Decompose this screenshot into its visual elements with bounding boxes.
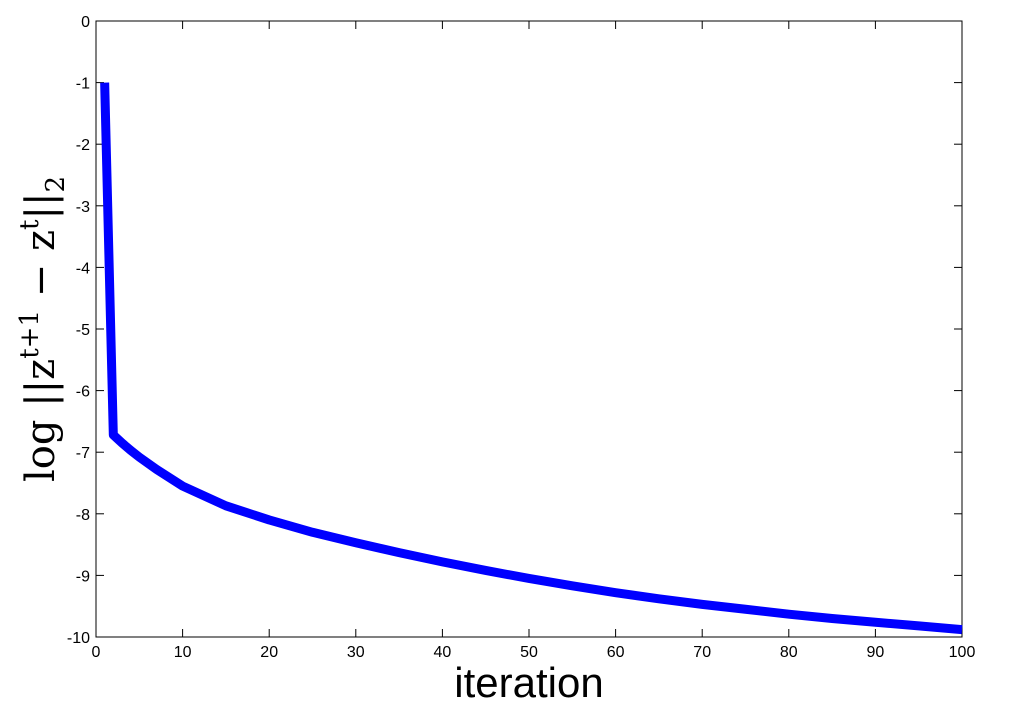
y-tick-label: -3: [76, 199, 90, 216]
x-axis-label: iteration: [454, 659, 603, 706]
y-tick-label: -4: [76, 260, 90, 277]
y-tick-label: -8: [76, 507, 90, 524]
x-tick-label: 90: [867, 644, 885, 661]
y-tick-label: -1: [76, 76, 90, 93]
x-tick-label: 100: [949, 644, 976, 661]
y-axis-label: log ||zt+1 − zt||2: [15, 176, 71, 482]
data-line: [100, 82, 963, 635]
y-tick-label: -2: [76, 137, 90, 154]
y-label-part: − z: [18, 230, 64, 310]
y-tick-label: -5: [76, 322, 90, 339]
x-tick-label: 80: [780, 644, 798, 661]
plot-area: [95, 20, 963, 638]
y-tick-label: -9: [76, 568, 90, 585]
x-tick-label: 70: [693, 644, 711, 661]
x-tick-label: 0: [92, 644, 101, 661]
y-tick-label: -7: [76, 445, 90, 462]
y-label-part: t: [15, 219, 45, 230]
y-tick-label: -10: [67, 630, 90, 647]
y-tick-label: 0: [81, 14, 90, 31]
x-tick-label: 40: [434, 644, 452, 661]
y-tick-label: -6: [76, 384, 90, 401]
x-tick-label: 10: [174, 644, 192, 661]
y-label-part: log ||z: [18, 359, 64, 482]
y-label-part: 2: [41, 176, 71, 193]
x-tick-label: 60: [607, 644, 625, 661]
y-label-part: ||: [18, 193, 64, 220]
x-tick-label: 30: [347, 644, 365, 661]
x-tick-label: 50: [520, 644, 538, 661]
y-label-part: t+1: [15, 310, 45, 359]
x-tick-label: 20: [260, 644, 278, 661]
